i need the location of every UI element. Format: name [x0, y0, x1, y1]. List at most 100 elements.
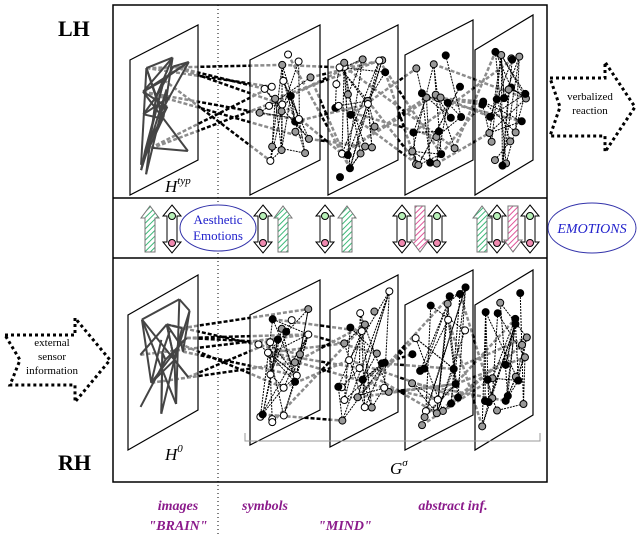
node	[418, 90, 425, 97]
node	[442, 52, 449, 59]
node	[296, 351, 303, 358]
node	[269, 419, 276, 426]
node	[302, 150, 309, 157]
node	[437, 94, 444, 101]
node	[455, 394, 462, 401]
layer-label: H0	[164, 443, 183, 464]
node	[361, 404, 368, 411]
node	[359, 376, 366, 383]
node	[447, 114, 454, 121]
edge	[161, 353, 162, 414]
node	[381, 384, 388, 391]
node	[409, 380, 416, 387]
node	[456, 83, 463, 90]
node	[279, 101, 286, 108]
node	[285, 51, 292, 58]
node	[399, 240, 406, 247]
node	[376, 57, 383, 64]
node	[305, 306, 312, 313]
node	[269, 143, 276, 150]
node	[527, 240, 534, 247]
node	[373, 350, 380, 357]
column-label: symbols	[241, 499, 288, 514]
node	[344, 152, 351, 159]
node	[260, 213, 267, 220]
node	[518, 118, 525, 125]
node	[371, 308, 378, 315]
node	[412, 335, 419, 342]
node	[278, 108, 285, 115]
node	[305, 331, 312, 338]
node	[272, 95, 279, 102]
node	[362, 143, 369, 150]
column-label: images	[158, 499, 199, 514]
node	[458, 114, 465, 121]
node	[337, 174, 344, 181]
node	[169, 240, 176, 247]
node	[347, 111, 354, 118]
node	[517, 290, 524, 297]
hemisphere-label: LH	[58, 16, 90, 41]
node	[448, 400, 455, 407]
node	[356, 365, 363, 372]
node	[260, 240, 267, 247]
node	[479, 101, 486, 108]
node	[409, 148, 416, 155]
node	[347, 324, 354, 331]
node	[433, 410, 440, 417]
node	[292, 378, 299, 385]
hemisphere-label: RH	[58, 450, 91, 475]
node	[291, 359, 298, 366]
node	[419, 422, 426, 429]
node	[434, 213, 441, 220]
node	[494, 240, 501, 247]
node	[435, 128, 442, 135]
node	[504, 392, 511, 399]
node	[523, 334, 530, 341]
node	[307, 74, 314, 81]
node	[288, 317, 295, 324]
node	[261, 85, 268, 92]
node	[267, 157, 274, 164]
node	[357, 150, 364, 157]
up-arrow	[141, 206, 159, 252]
node	[519, 341, 526, 348]
node	[434, 240, 441, 247]
up-arrow	[473, 206, 491, 252]
node	[462, 284, 469, 291]
node	[283, 328, 290, 335]
node	[267, 339, 274, 346]
node	[268, 83, 275, 90]
node	[259, 411, 266, 418]
node	[462, 327, 469, 334]
node	[368, 404, 375, 411]
node	[444, 300, 451, 307]
node	[520, 400, 527, 407]
node	[417, 367, 424, 374]
node	[482, 309, 489, 316]
node	[427, 302, 434, 309]
node	[486, 130, 493, 137]
column-label: abstract inf.	[418, 499, 487, 514]
node	[280, 412, 287, 419]
node	[361, 321, 368, 328]
node	[278, 147, 285, 154]
node	[527, 213, 534, 220]
node	[450, 365, 457, 372]
node	[415, 162, 422, 169]
emotions-label: EMOTIONS	[556, 222, 626, 237]
node	[452, 380, 459, 387]
node	[359, 56, 366, 63]
node	[413, 65, 420, 72]
layer-label: Htyp	[164, 175, 191, 196]
node	[516, 53, 523, 60]
node	[368, 144, 375, 151]
node	[491, 157, 498, 164]
node	[505, 86, 512, 93]
node	[457, 291, 464, 298]
node	[287, 92, 294, 99]
node	[494, 407, 501, 414]
node	[169, 213, 176, 220]
node	[479, 423, 486, 430]
